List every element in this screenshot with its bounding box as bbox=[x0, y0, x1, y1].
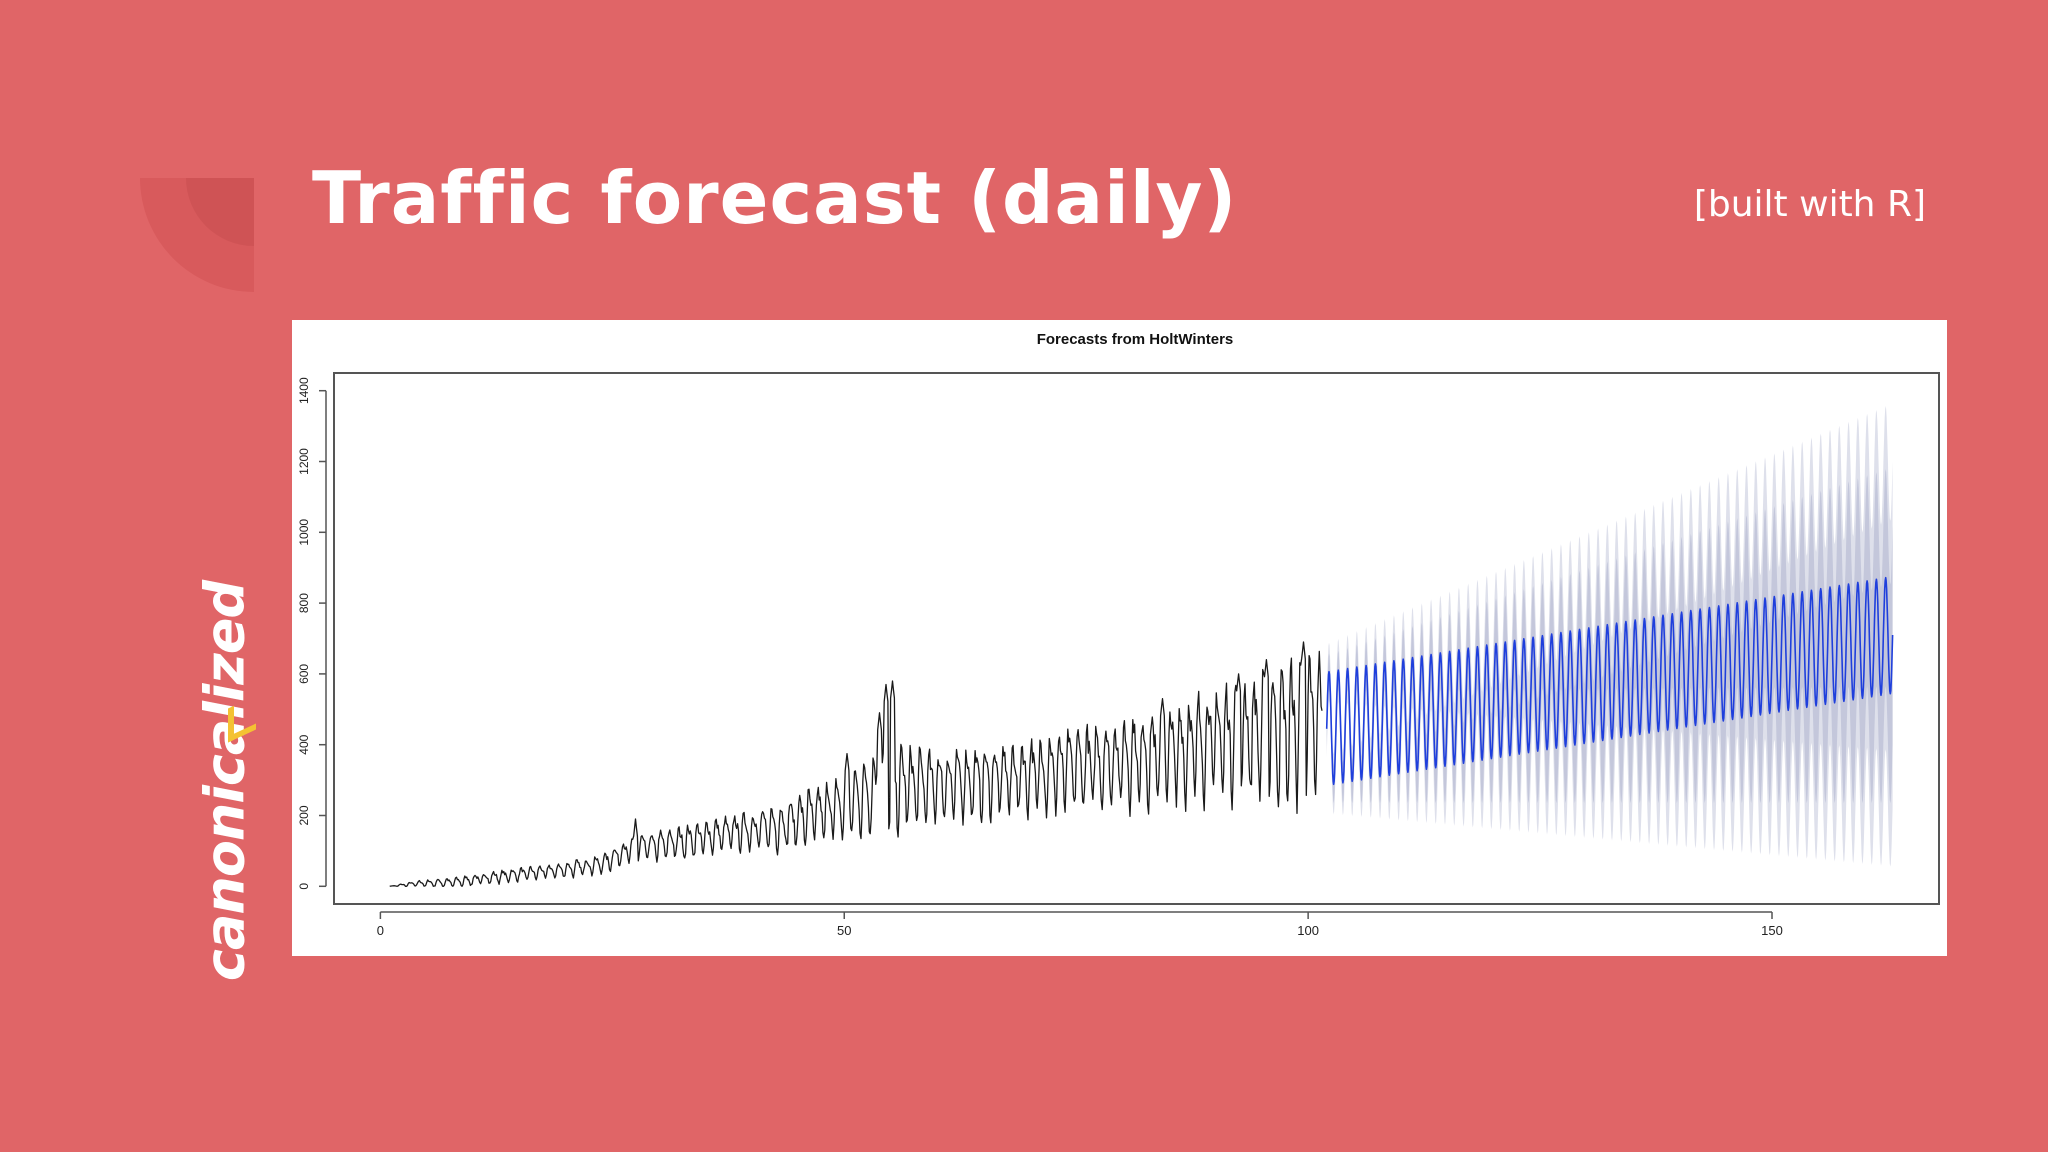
x-tick-label: 100 bbox=[1297, 923, 1319, 938]
x-tick-label: 150 bbox=[1761, 923, 1783, 938]
forecast-series bbox=[1325, 576, 1894, 786]
forecast-line bbox=[1325, 576, 1894, 786]
decorative-quarter-circle bbox=[140, 178, 254, 292]
y-tick-label: 400 bbox=[297, 734, 311, 754]
y-tick-label: 1200 bbox=[297, 448, 311, 475]
prediction-interval-80 bbox=[1326, 469, 1893, 804]
x-tick-label: 0 bbox=[377, 923, 384, 938]
built-with-note: [built with R] bbox=[1693, 184, 1926, 225]
y-tick-label: 0 bbox=[297, 883, 311, 890]
x-tick-label: 50 bbox=[837, 923, 851, 938]
slide-title: Traffic forecast (daily) bbox=[312, 156, 1238, 240]
observed-line bbox=[389, 641, 1323, 887]
prediction-intervals bbox=[1326, 406, 1893, 867]
chart-panel: Forecasts from HoltWinters 0 50 100 150 0 200… bbox=[292, 320, 1947, 956]
y-tick-label: 1400 bbox=[297, 377, 311, 404]
forecast-chart: Forecasts from HoltWinters 0 50 100 150 0 200… bbox=[297, 331, 1940, 938]
plot-frame bbox=[333, 372, 1940, 905]
y-tick-label: 1000 bbox=[297, 519, 311, 546]
chart-title: Forecasts from HoltWinters bbox=[1037, 331, 1234, 348]
brand-logo: canonicalized bbox=[180, 581, 270, 981]
y-tick-label: 600 bbox=[297, 664, 311, 684]
y-tick-label: 200 bbox=[297, 805, 311, 825]
y-tick-label: 800 bbox=[297, 593, 311, 613]
axes: 0 50 100 150 0 200 400 600 800 1000 1200 1400 bbox=[297, 377, 1783, 938]
observed-series bbox=[389, 641, 1323, 887]
brand-logo-text: canonicalized bbox=[193, 580, 257, 982]
